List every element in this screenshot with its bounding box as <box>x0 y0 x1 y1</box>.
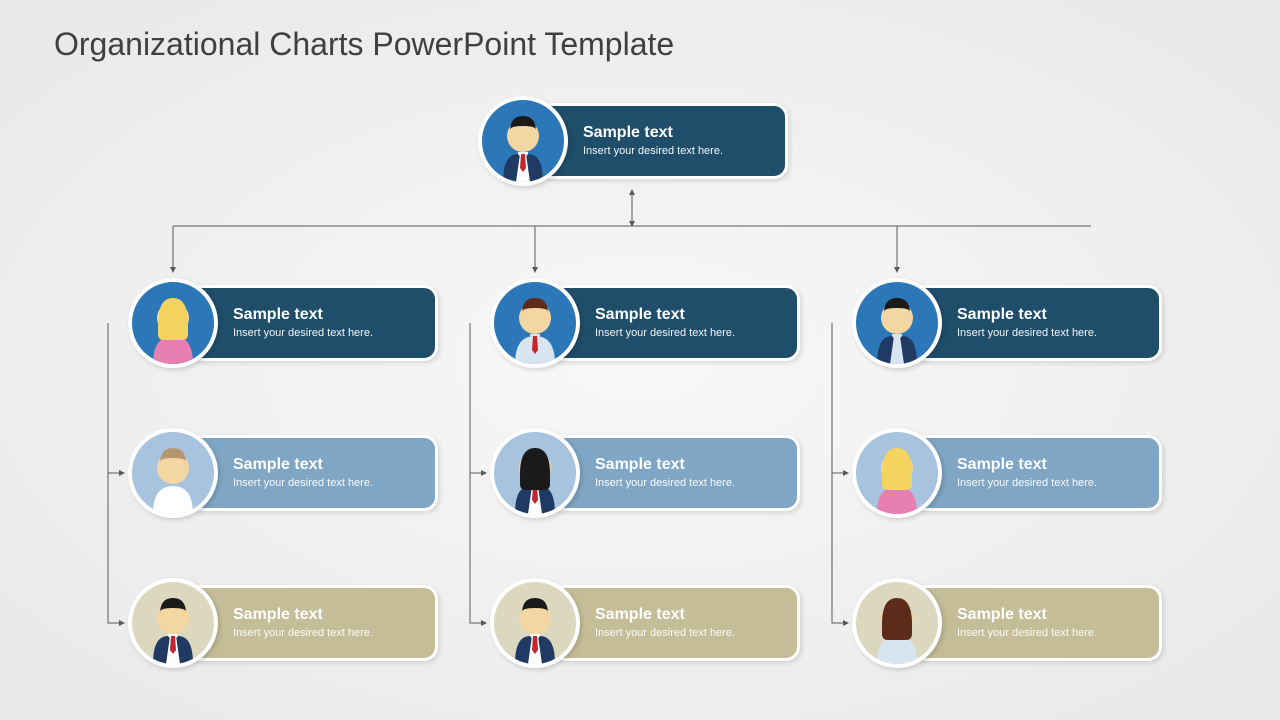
avatar-icon <box>128 428 218 518</box>
org-node-row3-1: Sample text Insert your desired text her… <box>490 578 800 668</box>
node-label-box: Sample text Insert your desired text her… <box>188 585 438 661</box>
node-label-box: Sample text Insert your desired text her… <box>550 285 800 361</box>
node-title: Sample text <box>957 456 1139 474</box>
node-title: Sample text <box>595 456 777 474</box>
node-subtitle: Insert your desired text here. <box>233 476 415 490</box>
node-subtitle: Insert your desired text here. <box>233 326 415 340</box>
node-label-box: Sample text Insert your desired text her… <box>912 285 1162 361</box>
avatar-icon <box>128 578 218 668</box>
node-label-box: Sample text Insert your desired text her… <box>188 285 438 361</box>
node-title: Sample text <box>957 606 1139 624</box>
node-title: Sample text <box>595 606 777 624</box>
org-node-row2-2: Sample text Insert your desired text her… <box>852 428 1162 518</box>
org-node-row3-2: Sample text Insert your desired text her… <box>852 578 1162 668</box>
org-node-top: Sample text Insert your desired text her… <box>478 96 788 186</box>
avatar-icon <box>852 428 942 518</box>
node-title: Sample text <box>233 456 415 474</box>
avatar-icon <box>852 278 942 368</box>
avatar-icon <box>490 278 580 368</box>
node-subtitle: Insert your desired text here. <box>957 476 1139 490</box>
node-label-box: Sample text Insert your desired text her… <box>912 585 1162 661</box>
node-subtitle: Insert your desired text here. <box>595 626 777 640</box>
avatar-icon <box>128 278 218 368</box>
node-title: Sample text <box>583 124 765 142</box>
node-subtitle: Insert your desired text here. <box>583 144 765 158</box>
org-node-row1-0: Sample text Insert your desired text her… <box>128 278 438 368</box>
slide-title: Organizational Charts PowerPoint Templat… <box>54 26 674 63</box>
node-subtitle: Insert your desired text here. <box>595 476 777 490</box>
org-node-row2-1: Sample text Insert your desired text her… <box>490 428 800 518</box>
node-title: Sample text <box>595 306 777 324</box>
node-subtitle: Insert your desired text here. <box>233 626 415 640</box>
org-node-row1-1: Sample text Insert your desired text her… <box>490 278 800 368</box>
avatar-icon <box>490 428 580 518</box>
avatar-icon <box>490 578 580 668</box>
node-label-box: Sample text Insert your desired text her… <box>550 585 800 661</box>
org-node-row3-0: Sample text Insert your desired text her… <box>128 578 438 668</box>
node-subtitle: Insert your desired text here. <box>957 626 1139 640</box>
avatar-icon <box>852 578 942 668</box>
node-label-box: Sample text Insert your desired text her… <box>188 435 438 511</box>
node-label-box: Sample text Insert your desired text her… <box>538 103 788 179</box>
node-subtitle: Insert your desired text here. <box>595 326 777 340</box>
node-title: Sample text <box>957 306 1139 324</box>
node-subtitle: Insert your desired text here. <box>957 326 1139 340</box>
node-title: Sample text <box>233 606 415 624</box>
avatar-icon <box>478 96 568 186</box>
node-title: Sample text <box>233 306 415 324</box>
org-node-row1-2: Sample text Insert your desired text her… <box>852 278 1162 368</box>
node-label-box: Sample text Insert your desired text her… <box>550 435 800 511</box>
node-label-box: Sample text Insert your desired text her… <box>912 435 1162 511</box>
org-node-row2-0: Sample text Insert your desired text her… <box>128 428 438 518</box>
